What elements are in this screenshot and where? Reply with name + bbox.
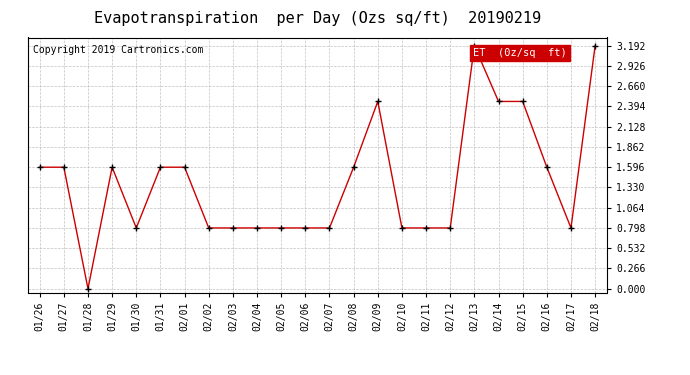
Text: Evapotranspiration  per Day (Ozs sq/ft)  20190219: Evapotranspiration per Day (Ozs sq/ft) 2… [94,11,541,26]
Text: Copyright 2019 Cartronics.com: Copyright 2019 Cartronics.com [33,45,204,55]
Text: ET  (0z/sq  ft): ET (0z/sq ft) [473,48,567,58]
